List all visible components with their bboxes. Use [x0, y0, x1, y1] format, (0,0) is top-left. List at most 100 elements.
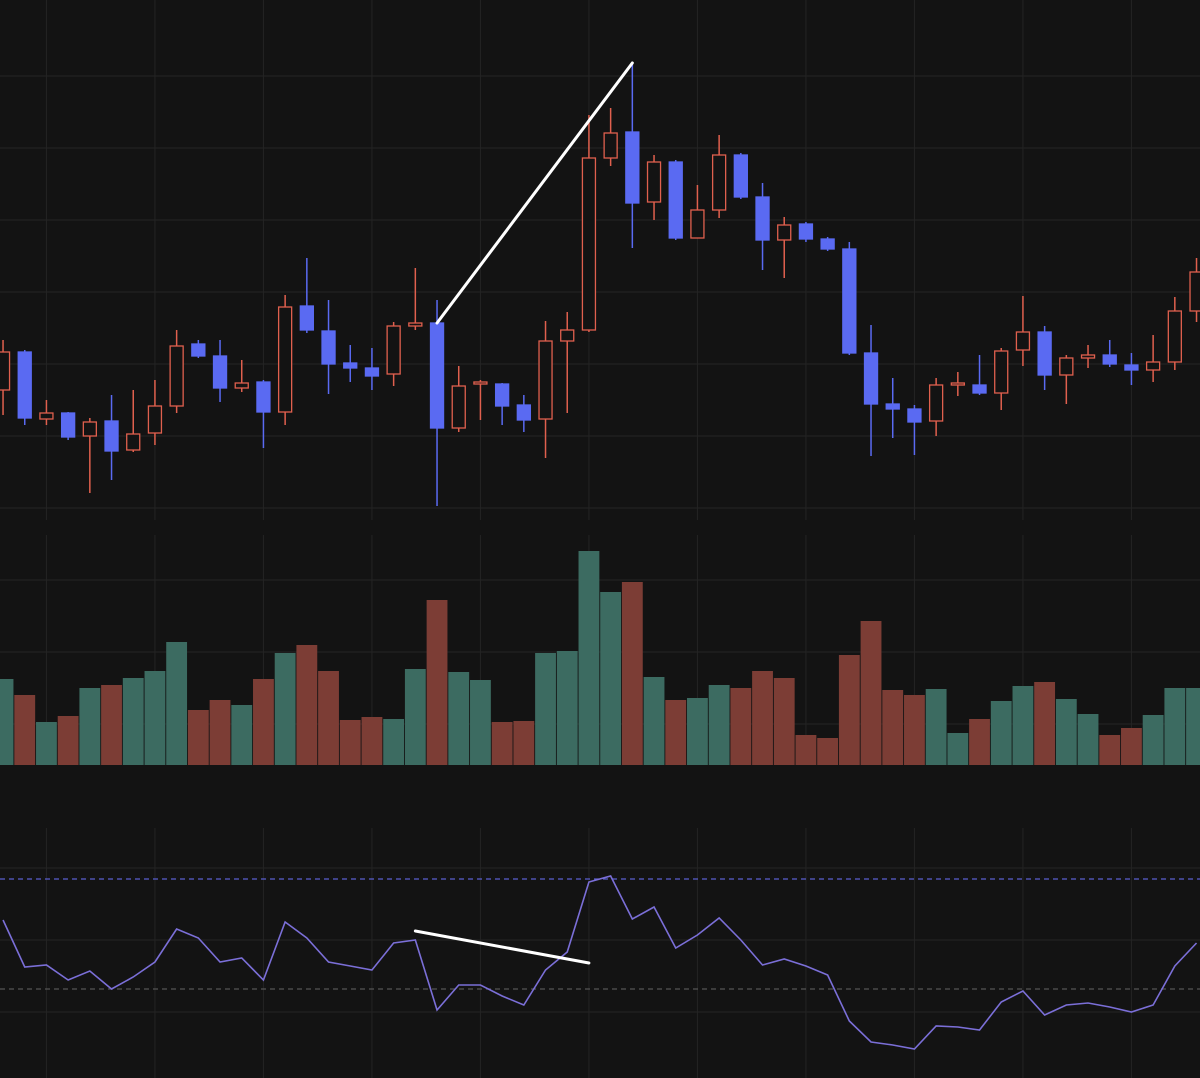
volume-bar	[339, 720, 361, 765]
volume-bar	[925, 689, 947, 765]
volume-bar	[318, 671, 339, 765]
volume-bar	[253, 679, 274, 765]
candle-body	[321, 330, 336, 365]
volume-bar	[643, 677, 665, 765]
volume-bar	[470, 680, 491, 765]
candle-body	[668, 161, 683, 239]
candle-body	[1102, 354, 1117, 365]
candle-body	[451, 385, 466, 429]
candle-body	[429, 322, 445, 429]
candle-body	[885, 403, 900, 410]
candle-body	[1124, 364, 1139, 371]
candle-body	[1015, 331, 1031, 351]
candle-body	[104, 420, 119, 452]
volume-bar	[687, 698, 708, 765]
candle-body	[0, 351, 11, 391]
volume-bar	[231, 705, 253, 765]
indicator-line	[2, 875, 1198, 1050]
candle-body	[1189, 271, 1200, 312]
volume-bar	[14, 695, 36, 765]
volume-bar	[773, 678, 795, 765]
candle-body	[907, 408, 922, 423]
candle-body	[625, 131, 640, 204]
trend-line	[435, 61, 634, 325]
candle-body	[581, 157, 597, 331]
volume-bar	[448, 672, 470, 765]
candle-body	[994, 350, 1009, 394]
volume-bar	[426, 600, 448, 765]
candle-body	[1059, 357, 1074, 376]
candle-body	[364, 367, 380, 377]
candle-body	[212, 355, 228, 389]
candle-body	[538, 340, 553, 420]
candle-body	[386, 325, 401, 375]
candle-body	[191, 343, 206, 357]
candle-body	[820, 238, 835, 250]
volume-bar	[708, 685, 730, 765]
volume-bar	[166, 642, 188, 765]
candle-body	[798, 223, 814, 240]
candle-body	[646, 161, 662, 203]
candle-body	[603, 132, 618, 159]
volume-bar	[752, 671, 773, 765]
candle-body	[928, 384, 944, 422]
volume-bar	[1164, 688, 1186, 765]
volume-bar	[795, 735, 817, 765]
volume-bar	[1012, 686, 1034, 765]
volume-bar	[665, 700, 687, 765]
candle-body	[1037, 331, 1052, 376]
candle-body	[560, 329, 575, 342]
candle-body	[126, 433, 141, 451]
volume-bar	[947, 733, 969, 765]
volume-bar	[838, 655, 860, 765]
trend-line	[413, 929, 591, 965]
candle-body	[1145, 361, 1161, 371]
volume-bar	[144, 671, 166, 765]
candle-body	[473, 381, 488, 385]
volume-bar	[383, 719, 405, 765]
candle-body	[842, 248, 857, 354]
volume-bar	[1099, 735, 1121, 765]
candle-body	[1167, 310, 1182, 363]
candle-body	[863, 352, 879, 405]
candle-body	[733, 154, 748, 198]
candle-body	[755, 196, 770, 241]
candle-body	[234, 382, 249, 389]
volume-bar	[101, 685, 122, 765]
candle-body	[494, 383, 510, 407]
candle-body	[711, 154, 727, 211]
candle-body	[972, 384, 987, 394]
volume-bar	[1077, 714, 1099, 765]
volume-bar	[1121, 728, 1142, 765]
candle-body	[277, 306, 293, 413]
volume-bar	[1055, 699, 1077, 765]
volume-bar	[122, 678, 144, 765]
candle-body	[950, 382, 965, 386]
volume-bar	[404, 669, 426, 765]
volume-bar	[1034, 682, 1056, 765]
volume-bar	[209, 700, 231, 765]
candle-body	[169, 345, 184, 407]
candle-body	[408, 322, 423, 327]
volume-bar	[817, 738, 839, 765]
volume-bar	[296, 645, 318, 765]
volume-bar	[57, 716, 79, 765]
volume-bar	[0, 679, 14, 765]
volume-bar	[882, 690, 904, 765]
candle-body	[82, 421, 97, 437]
volume-bar	[1186, 688, 1200, 765]
volume-bar	[361, 717, 383, 765]
volume-bar	[274, 653, 296, 765]
volume-bar	[600, 592, 622, 765]
volume-bar	[621, 582, 643, 765]
candle-body	[256, 381, 271, 413]
volume-bar	[535, 653, 556, 765]
candle-body	[147, 405, 163, 434]
candle-body	[39, 412, 54, 420]
candle-body	[1080, 354, 1096, 359]
volume-bar	[491, 722, 513, 765]
volume-bar	[578, 551, 600, 765]
volume-bar	[556, 651, 578, 765]
